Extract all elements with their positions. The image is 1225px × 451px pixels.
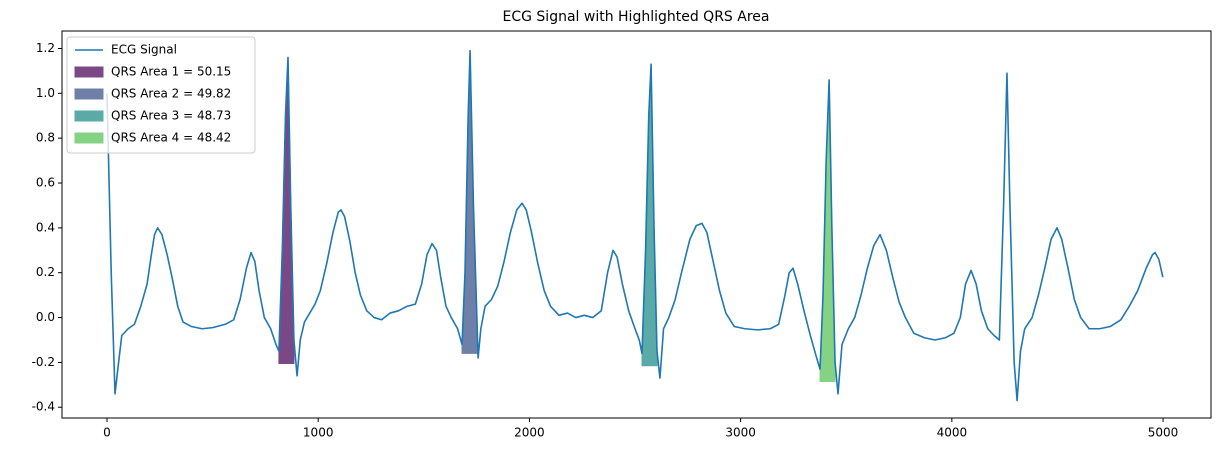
legend-swatch [74, 110, 104, 122]
legend-label: ECG Signal [111, 43, 177, 57]
x-tick-label: 2000 [514, 426, 545, 440]
x-tick-label: 5000 [1148, 426, 1179, 440]
y-tick-label: -0.4 [32, 400, 55, 414]
y-tick-label: 0.0 [36, 310, 55, 324]
legend-label: QRS Area 3 = 48.73 [111, 109, 231, 123]
x-tick-label: 1000 [303, 426, 334, 440]
legend-label: QRS Area 4 = 48.42 [111, 131, 231, 145]
y-tick-label: 1.0 [36, 86, 55, 100]
y-tick-label: 0.4 [36, 220, 55, 234]
legend-label: QRS Area 1 = 50.15 [111, 65, 231, 79]
ecg-line [106, 49, 1164, 402]
y-tick-label: 0.6 [36, 176, 55, 190]
legend-swatch [74, 66, 104, 78]
legend: ECG Signal QRS Area 1 = 50.15 QRS Area 2 =… [66, 36, 256, 154]
y-tick-label: 0.8 [36, 131, 55, 145]
x-tick-label: 4000 [937, 426, 968, 440]
x-tick-label: 0 [103, 426, 111, 440]
legend-swatch [74, 88, 104, 100]
y-tick-label: 0.2 [36, 265, 55, 279]
qrs-area [461, 50, 479, 358]
y-tick-label: -0.2 [32, 355, 55, 369]
x-tick-label: 3000 [725, 426, 756, 440]
legend-swatch [74, 132, 104, 144]
chart-title: ECG Signal with Highlighted QRS Area [503, 9, 770, 25]
legend-box [66, 36, 256, 154]
legend-label: QRS Area 2 = 49.82 [111, 87, 231, 101]
axes-frame [61, 30, 1212, 419]
y-tick-label: 1.2 [36, 41, 55, 55]
